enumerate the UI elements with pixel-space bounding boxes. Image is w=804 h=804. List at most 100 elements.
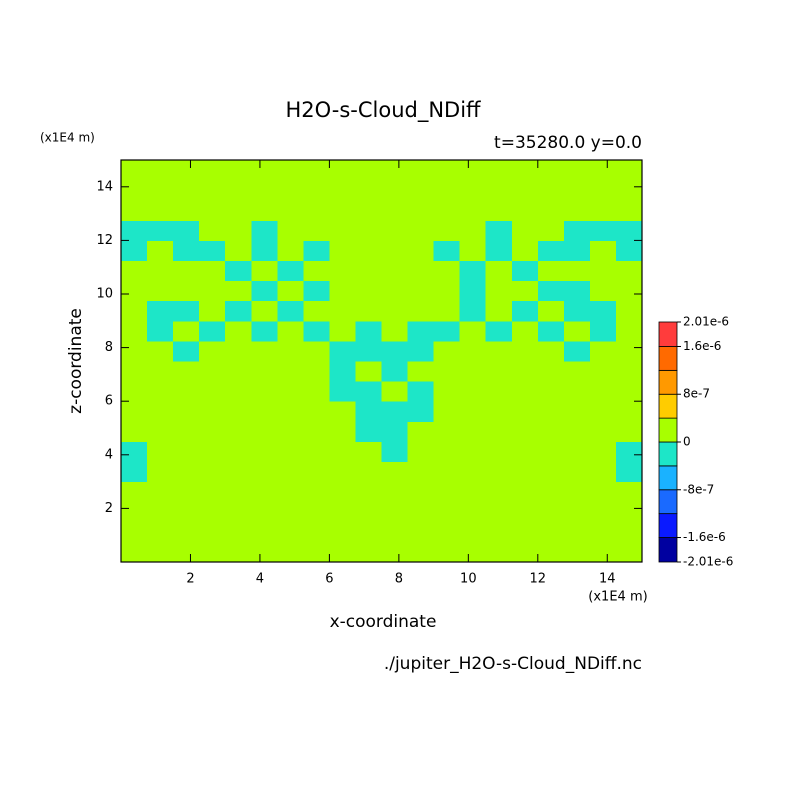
cell [147,481,174,503]
cell [407,541,435,563]
cell [537,361,565,382]
cell [303,541,330,563]
cell [589,481,617,503]
x-tick-label: 10 [460,572,477,587]
colorbar-swatch [658,321,678,347]
cell [589,521,617,543]
cell [459,461,487,483]
cell [173,441,200,462]
cell [355,381,382,402]
cell [407,260,435,282]
cell [147,300,174,322]
cell [433,401,461,422]
cell [199,340,226,362]
cell [329,541,356,563]
cell [329,421,356,442]
cell [589,160,617,181]
cell [199,220,226,241]
cell [173,521,200,543]
cell [615,481,643,503]
cell [251,481,278,503]
cell [329,200,356,221]
cell [251,441,278,462]
cell [485,521,513,543]
cell [537,220,565,241]
cell [615,361,643,382]
cell [563,300,591,322]
cell [121,401,148,422]
cell [199,461,226,483]
cell [615,160,643,181]
cell [303,401,330,422]
cell [251,340,278,362]
cell [277,481,304,503]
cell [407,381,435,402]
cell [355,441,382,462]
cell [433,340,461,362]
cell [173,340,200,362]
cell [459,180,487,201]
cell [147,501,174,523]
cell [459,300,487,322]
cell [511,320,539,342]
cell [407,300,435,322]
cell [355,180,382,201]
cell [173,401,200,422]
cell [199,501,226,523]
cell [615,260,643,282]
cell [563,320,591,342]
cell [121,541,148,563]
cell [511,521,539,543]
cell [485,160,513,181]
y-tick-label: 8 [105,340,113,355]
cell [589,461,617,483]
cell [433,320,461,342]
cell [355,361,382,382]
cell [173,320,200,342]
cell [615,220,643,241]
colorbar-swatch [658,513,678,538]
cell [355,501,382,523]
cell [433,361,461,382]
cell [511,180,539,201]
y-axis-label: z-coordinate [66,308,86,414]
cell [303,200,330,221]
cell [303,260,330,282]
cell [407,160,435,181]
cell [433,160,461,181]
cell [459,441,487,462]
cell [407,421,435,442]
cell [459,541,487,563]
cell [277,421,304,442]
cell [537,160,565,181]
cell [511,481,539,503]
cell [615,401,643,422]
cell [537,461,565,483]
cell [355,200,382,221]
cell [589,240,617,261]
x-tick-label: 2 [186,572,194,587]
cell [173,280,200,302]
cell [121,361,148,382]
cell [563,220,591,241]
cell [173,200,200,221]
colorbar-swatch [658,465,678,491]
cell [251,401,278,422]
cell [459,240,487,261]
cell [615,541,643,563]
cell [329,160,356,181]
cell [199,280,226,302]
cell [303,481,330,503]
cell [121,200,148,221]
x-tick-label: 6 [325,572,333,587]
cell [485,481,513,503]
cell [225,160,252,181]
cell [589,220,617,241]
cell [511,340,539,362]
cell [563,381,591,402]
cell [355,300,382,322]
cell [537,481,565,503]
cell [355,260,382,282]
cell [277,401,304,422]
cell [173,541,200,563]
